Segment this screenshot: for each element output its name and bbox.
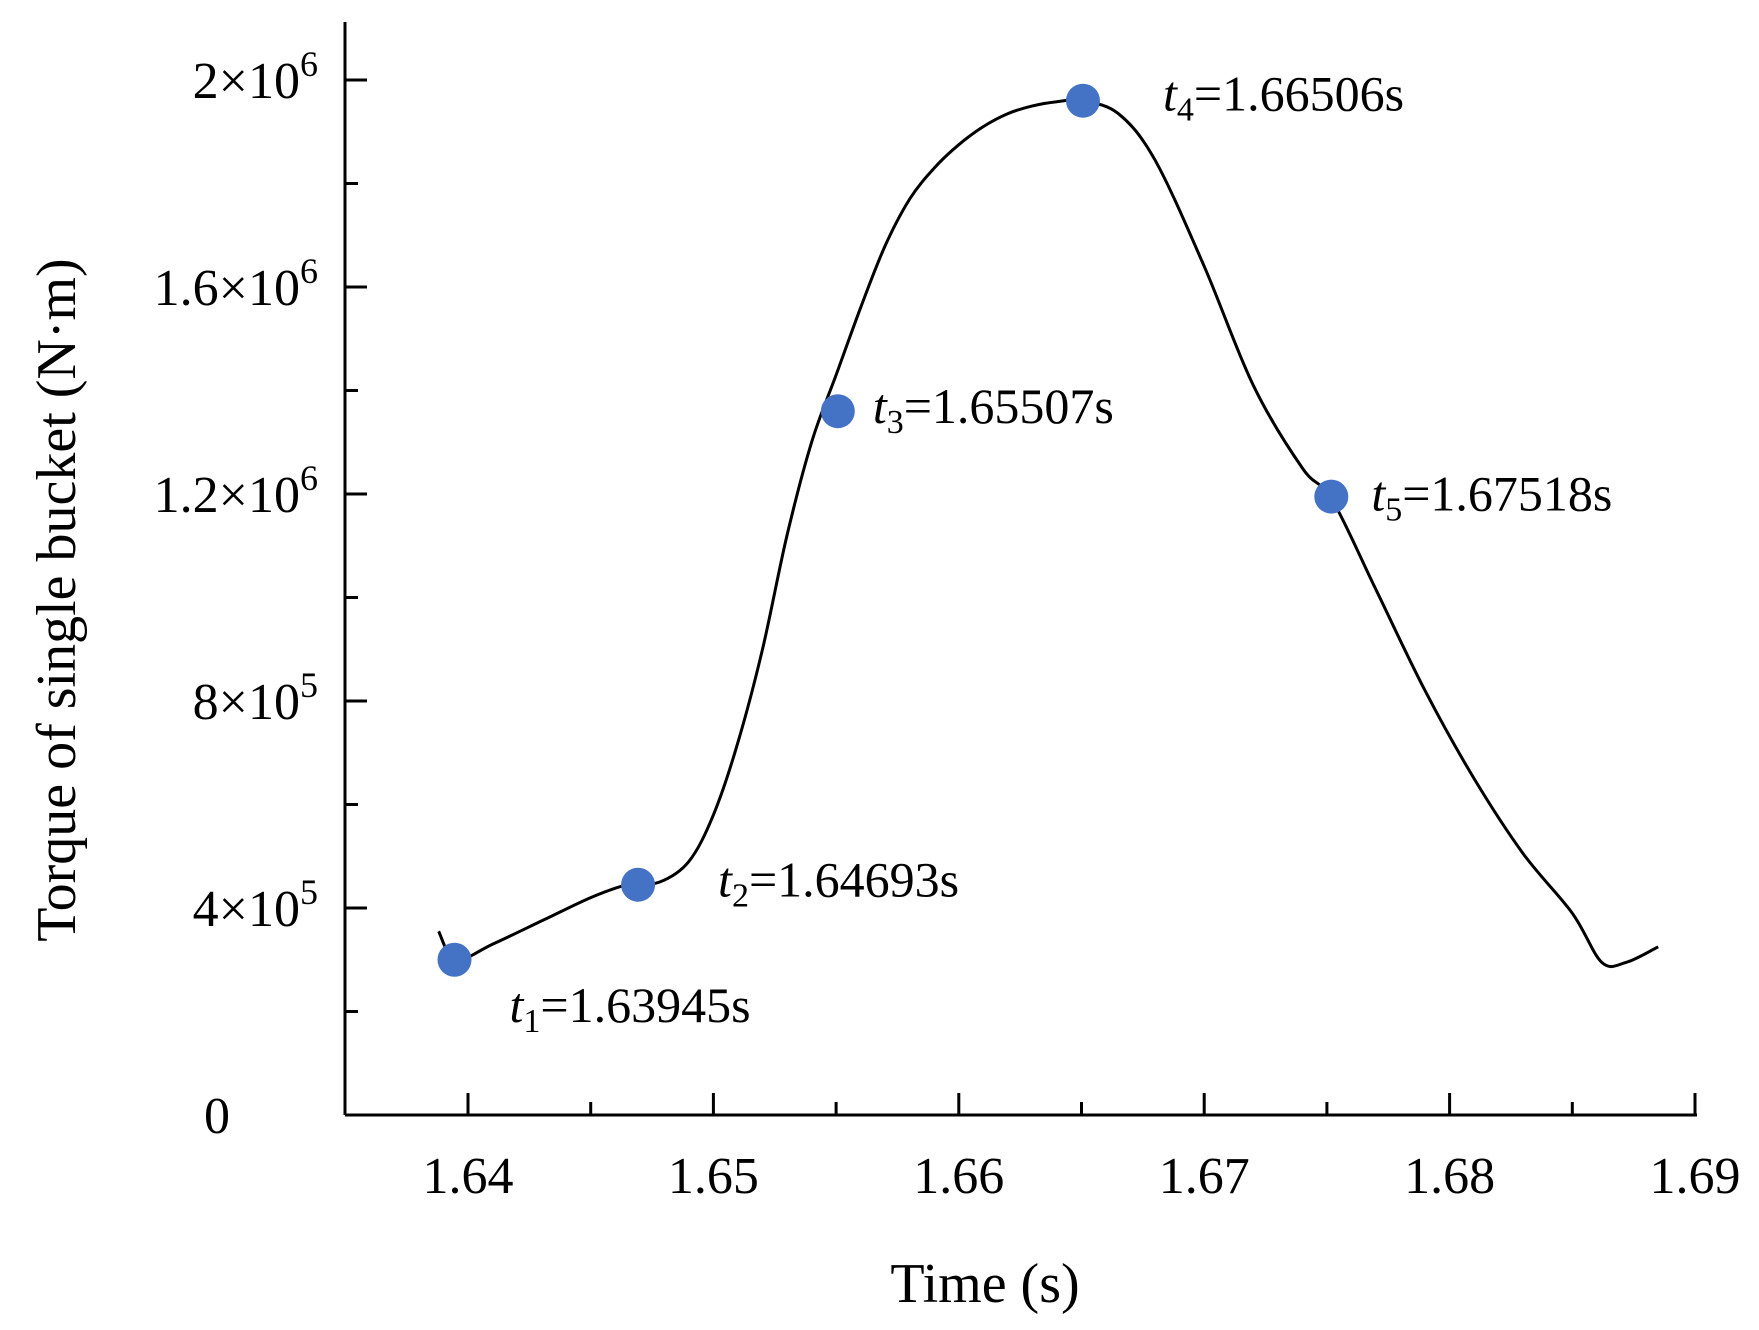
x-tick-label-1: 1.65: [668, 1148, 759, 1205]
x-tick-label-4: 1.68: [1404, 1148, 1495, 1205]
x-axis-title: Time (s): [890, 1253, 1079, 1315]
marker-point-4: [1065, 83, 1100, 118]
annotation-t3: t3=1.65507s: [873, 378, 1114, 441]
axes-group: [343, 22, 1697, 1117]
tick-labels-group: 1.64 1.65 1.66 1.67 1.68 1.69 0 4×105 8×105 1.2×1…: [154, 44, 1741, 1205]
x-tick-label-2: 1.66: [913, 1148, 1004, 1205]
x-tick-label-0: 1.64: [423, 1148, 514, 1205]
marker-point-5: [1314, 479, 1349, 514]
y-tick-label-4: 1.6×106: [154, 251, 318, 317]
y-tick-label-1: 4×105: [193, 872, 318, 938]
torque-curve: [437, 98, 1659, 969]
annotation-t2: t2=1.64693s: [718, 852, 959, 915]
marker-point-1: [437, 942, 472, 977]
marker-point-2: [621, 867, 656, 902]
series-group: [437, 98, 1659, 969]
y-axis-title: Torque of single bucket (N·m): [26, 258, 88, 941]
annotation-t5: t5=1.67518s: [1371, 466, 1612, 529]
y-tick-label-5: 2×106: [193, 44, 318, 110]
y-tick-label-3: 1.2×106: [154, 458, 318, 524]
points-group: [437, 83, 1349, 977]
marker-point-3: [820, 394, 855, 429]
annotation-t4: t4=1.66506s: [1163, 66, 1404, 129]
x-tick-label-5: 1.69: [1650, 1148, 1741, 1205]
annotations-group: t1=1.63945s t2=1.64693s t3=1.65507s t4=1.66…: [510, 66, 1613, 1040]
annotation-t1: t1=1.63945s: [510, 977, 751, 1040]
ticks-group: [345, 78, 1697, 1117]
x-tick-label-3: 1.67: [1159, 1148, 1250, 1205]
y-tick-label-0: 0: [204, 1088, 230, 1145]
y-tick-label-2: 8×105: [193, 665, 318, 731]
